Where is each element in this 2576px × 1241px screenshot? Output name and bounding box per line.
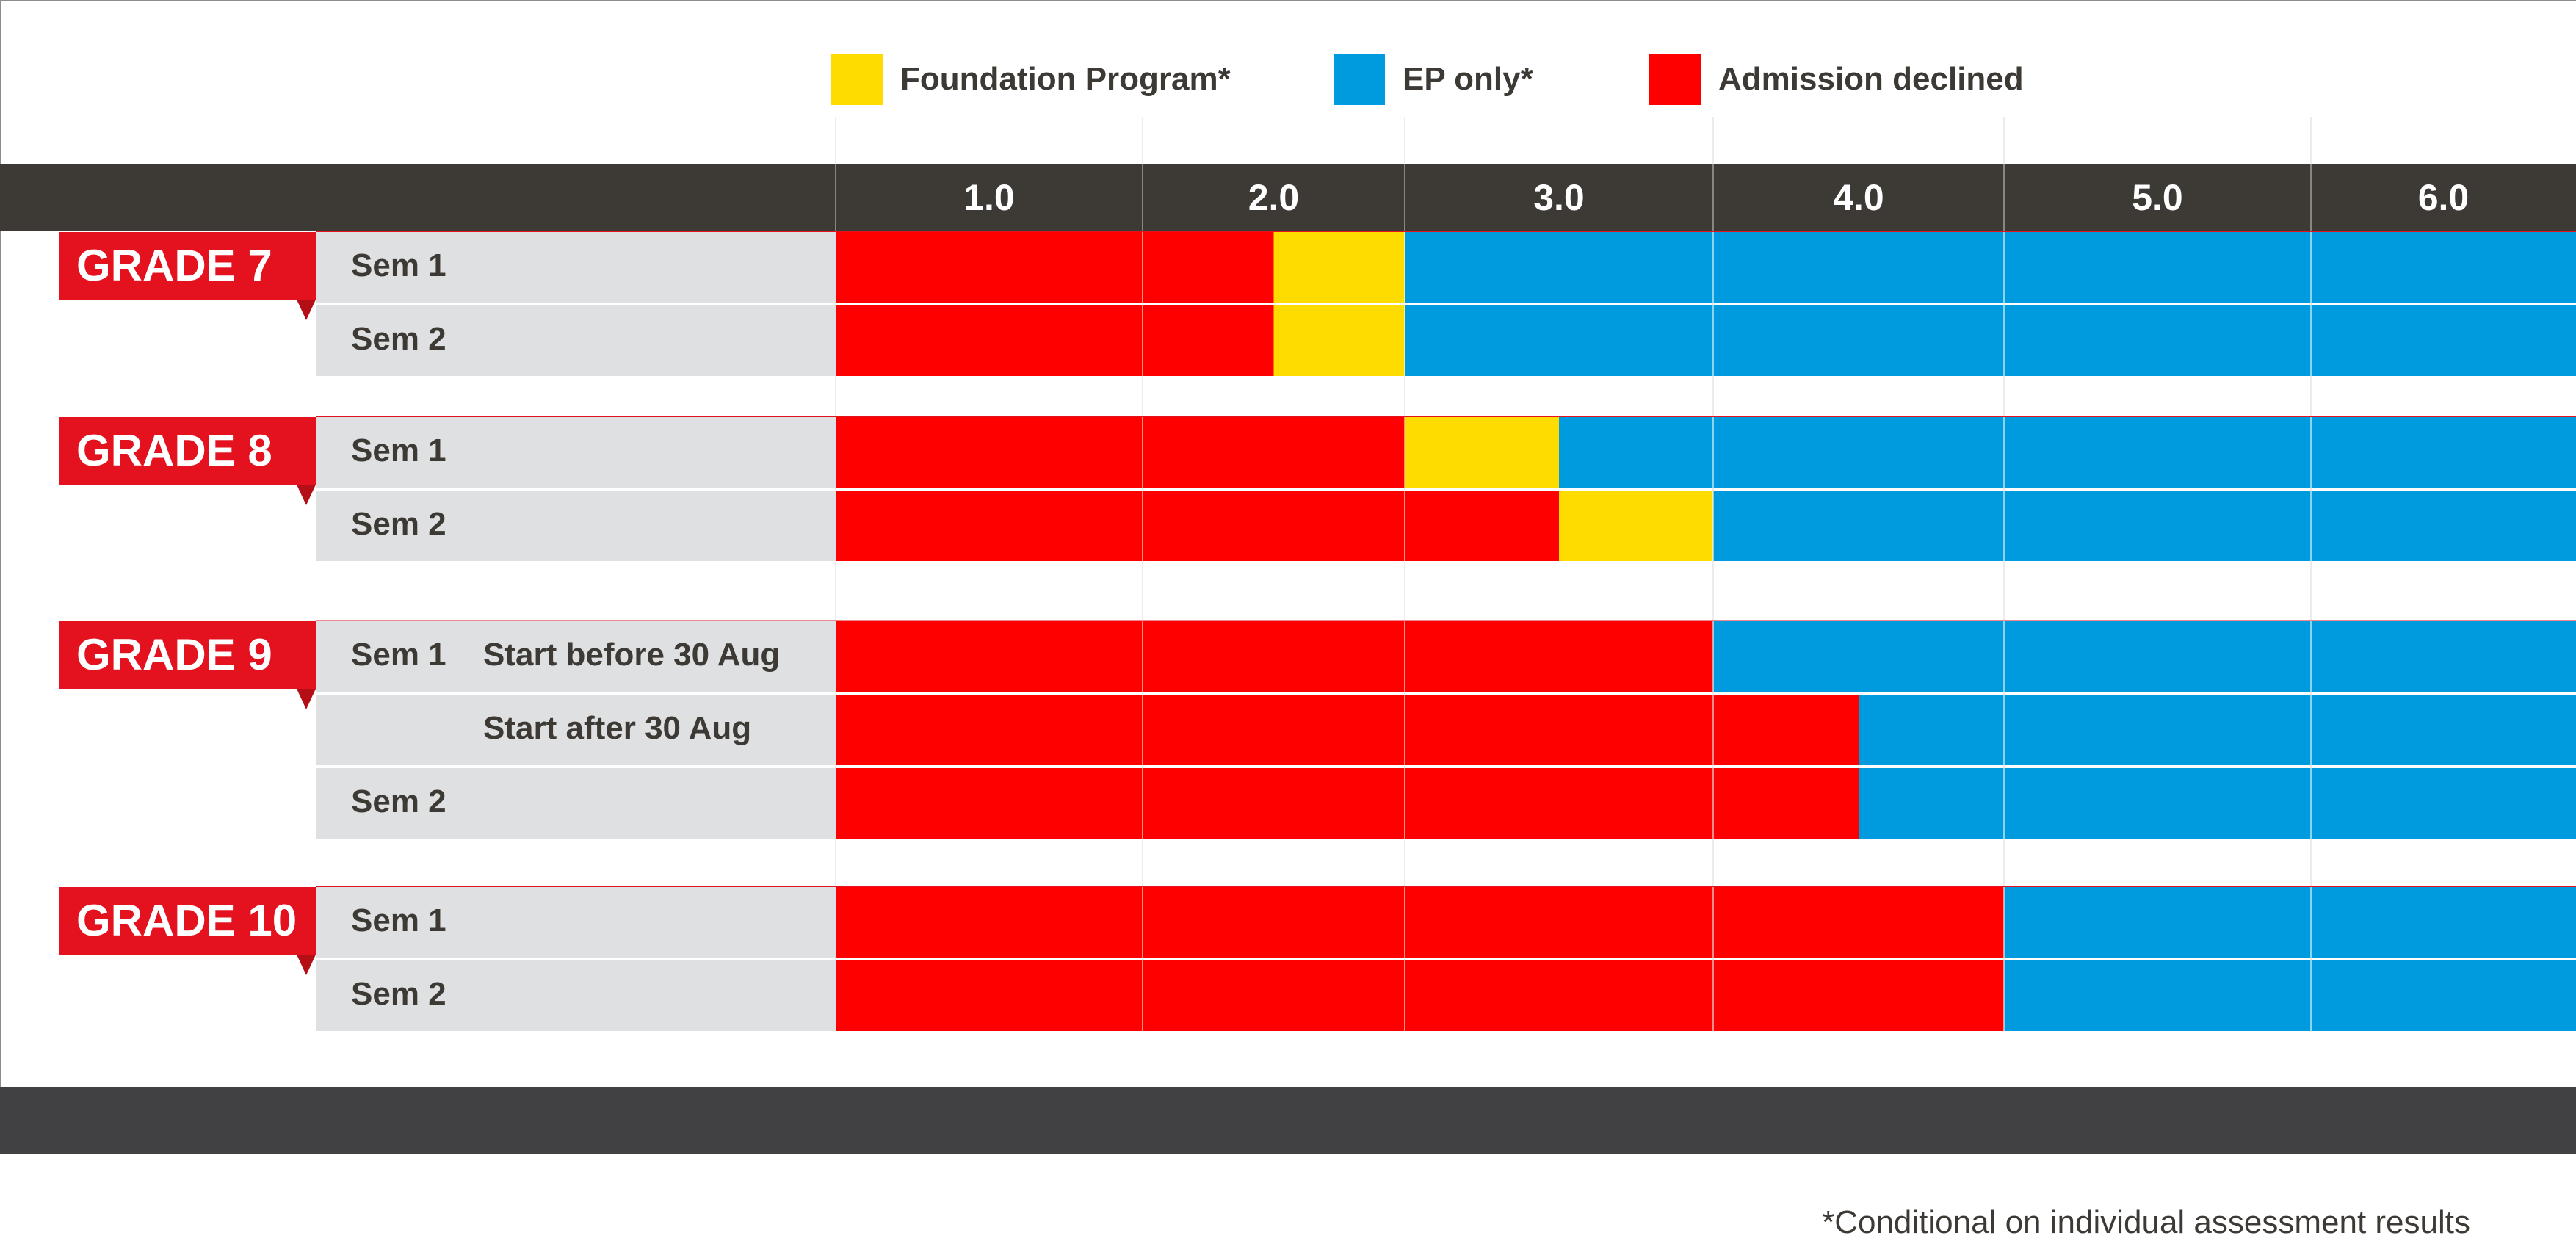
row-sem-label: Sem 1 [351, 637, 446, 673]
grade-label: GRADE 9 [76, 630, 272, 679]
x-tick-label: 4.0 [1833, 177, 1884, 218]
legend-label: Foundation Program* [900, 61, 1231, 97]
row-sem-label: Sem 2 [351, 321, 446, 357]
yellow-square-icon [831, 54, 883, 105]
bar-segment-ep-only [1859, 768, 2576, 839]
row-sem-label: Sem 2 [351, 976, 446, 1012]
row-sem-label: Sem 2 [351, 784, 446, 820]
bar-segment-admission-declined [836, 621, 1713, 692]
axis-header-bar [0, 164, 2576, 231]
bar-segment-admission-declined [836, 960, 2004, 1031]
bar-segment-admission-declined [836, 232, 1274, 303]
bar-segment-admission-declined [836, 491, 1559, 561]
legend-item-foundation-program: Foundation Program* [831, 53, 1231, 106]
legend-label: Admission declined [1718, 61, 2024, 97]
bar-segment-admission-declined [836, 417, 1405, 488]
blue-square-icon [1334, 54, 1385, 105]
x-tick-label: 2.0 [1248, 177, 1300, 218]
legend: Foundation Program* EP only* Admission d… [0, 0, 2576, 162]
legend-label: EP only* [1403, 61, 1533, 97]
grade-tag-pointer [297, 485, 316, 505]
row-note-label: Start after 30 Aug [483, 710, 751, 746]
grade-tag-pointer [297, 955, 316, 975]
bar-segment-admission-declined [836, 305, 1274, 376]
grade-tag [59, 887, 316, 955]
legend-item-admission-declined: Admission declined [1649, 53, 2024, 106]
x-tick-label: 1.0 [963, 177, 1015, 218]
row-label-bg [316, 960, 836, 1031]
x-tick-label: 3.0 [1533, 177, 1585, 218]
grade-label: GRADE 8 [76, 426, 272, 475]
grade-label: GRADE 7 [76, 241, 272, 290]
row-label-bg [316, 491, 836, 561]
row-label-bg [316, 768, 836, 839]
grade-label: GRADE 10 [76, 896, 297, 945]
chart-frame [0, 0, 2576, 1088]
bar-segment-ep-only [1713, 621, 2576, 692]
footnote: *Conditional on individual assessment re… [1822, 1204, 2470, 1240]
row-label-bg [316, 305, 836, 376]
bar-segment-ep-only [1405, 305, 2576, 376]
row-sem-label: Sem 1 [351, 247, 446, 283]
x-tick-label: 5.0 [2132, 177, 2183, 218]
bar-segment-ep-only [1559, 417, 2576, 488]
row-sem-label: Sem 2 [351, 506, 446, 542]
bar-segment-foundation-program [1273, 232, 1405, 303]
bar-segment-admission-declined [836, 695, 1859, 765]
bar-segment-ep-only [2004, 887, 2576, 958]
row-sem-label: Sem 1 [351, 433, 446, 468]
row-label-bg [316, 887, 836, 958]
bar-segment-foundation-program [1405, 417, 1559, 488]
row-label-bg [316, 417, 836, 488]
row-note-label: Start before 30 Aug [483, 637, 780, 673]
footer-bar [0, 1087, 2576, 1154]
red-square-icon [1649, 54, 1701, 105]
grade-tag-pointer [297, 300, 316, 320]
bar-segment-foundation-program [1273, 305, 1405, 376]
bar-segment-admission-declined [836, 768, 1859, 839]
row-label-bg [316, 621, 836, 692]
legend-item-ep-only: EP only* [1334, 53, 1533, 106]
grade-tag [59, 417, 316, 485]
grade-tag [59, 232, 316, 300]
bar-segment-ep-only [1859, 695, 2576, 765]
row-label-bg [316, 695, 836, 765]
bar-segment-admission-declined [836, 887, 2004, 958]
grade-tag [59, 621, 316, 689]
bar-segment-ep-only [1405, 232, 2576, 303]
x-tick-label: 6.0 [2418, 177, 2470, 218]
row-label-bg [316, 232, 836, 303]
bar-segment-foundation-program [1559, 491, 1713, 561]
grade-tag-pointer [297, 689, 316, 709]
admission-grid-chart: 1.0 2.0 3.0 4.0 5.0 6.0 Sem 1 Sem 2 GRADE 7 Sem 1… [0, 117, 2576, 1031]
row-sem-label: Sem 1 [351, 902, 446, 938]
bar-segment-ep-only [2004, 960, 2576, 1031]
bar-segment-ep-only [1713, 491, 2576, 561]
